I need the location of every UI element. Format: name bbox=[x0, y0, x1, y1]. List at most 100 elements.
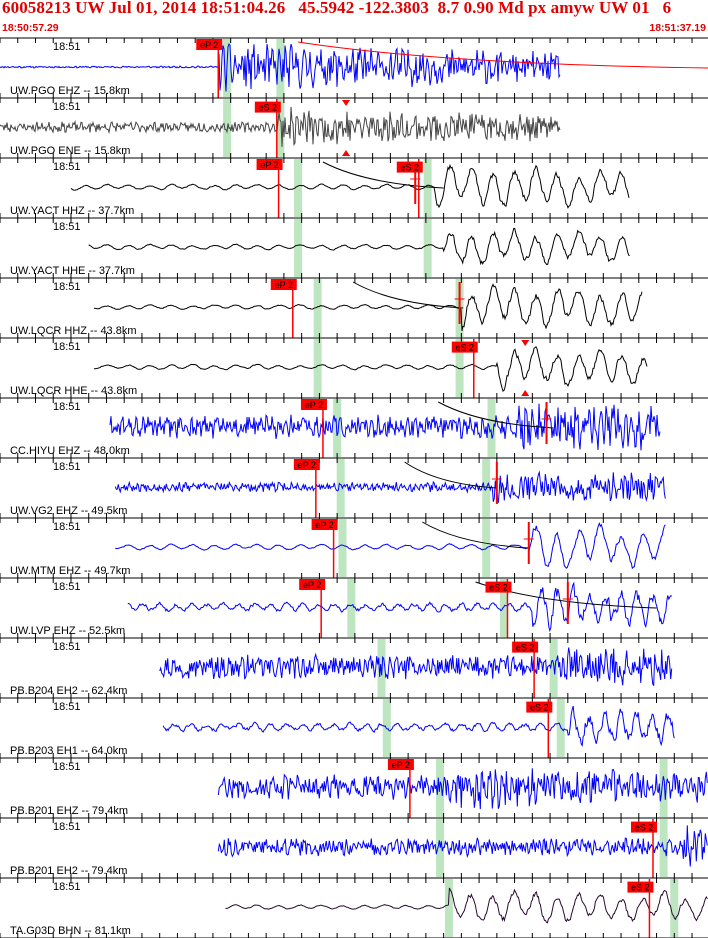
gap-band bbox=[423, 219, 432, 277]
phase-pick-label: eS 2 bbox=[259, 103, 278, 113]
station-label: UW.LQCR HHZ -- 43.8km bbox=[10, 325, 137, 337]
phase-pick-box bbox=[311, 519, 338, 530]
waveform-trace bbox=[93, 346, 648, 392]
phase-pick-box bbox=[196, 39, 223, 50]
peak-marker-icon bbox=[521, 390, 530, 396]
gap-band bbox=[338, 519, 347, 577]
phase-pick-box bbox=[451, 341, 478, 353]
phase-pick-label: eP 2 bbox=[305, 400, 323, 410]
gap-band bbox=[455, 339, 464, 397]
waveform-trace bbox=[109, 403, 661, 451]
waveform-trace bbox=[127, 581, 672, 633]
trace-time-label: 18:51 bbox=[53, 761, 81, 773]
phase-pick-box bbox=[254, 101, 281, 113]
trace-time-label: 18:51 bbox=[53, 641, 81, 653]
phase-pick-box bbox=[627, 881, 654, 893]
gap-band bbox=[313, 279, 322, 337]
trace-time-label: 18:51 bbox=[53, 401, 81, 413]
event-title: 60058213 UW Jul 01, 2014 18:51:04.26 45.… bbox=[2, 0, 672, 17]
station-label: UW.YACT HHZ -- 37.7km bbox=[10, 205, 134, 217]
station-label: PB.B201 EHZ -- 79.4km bbox=[10, 805, 128, 817]
phase-pick-label: eS 2 bbox=[516, 643, 535, 653]
phase-pick-box bbox=[387, 759, 414, 770]
trace-time-label: 18:51 bbox=[53, 461, 81, 473]
phase-pick-box bbox=[630, 821, 657, 833]
coda-decay-curve bbox=[422, 521, 529, 549]
station-label: UW.LVP EHZ -- 52.5km bbox=[10, 625, 125, 637]
station-label: PB.B203 EH1 -- 64.0km bbox=[10, 745, 127, 757]
peak-marker-icon bbox=[521, 340, 530, 346]
waveform-trace bbox=[162, 705, 675, 747]
end-time-label: 18:51:37.19 bbox=[649, 22, 706, 34]
gap-band bbox=[444, 879, 453, 937]
station-label: UW.PGO EHZ -- 15.8km bbox=[10, 85, 130, 97]
phase-pick-box bbox=[299, 579, 326, 590]
gap-band bbox=[336, 459, 345, 517]
coda-decay-curve bbox=[404, 461, 497, 489]
phase-pick-label: eS 2 bbox=[631, 883, 650, 893]
start-time-label: 18:50:57.29 bbox=[2, 22, 59, 34]
phase-pick-box bbox=[396, 161, 423, 173]
station-label: UW.YACT HHE -- 37.7km bbox=[10, 265, 135, 277]
trace-time-label: 18:51 bbox=[53, 281, 81, 293]
phase-pick-box bbox=[256, 159, 283, 170]
station-label: UW.LQCR HHE -- 43.8km bbox=[10, 385, 137, 397]
gap-band bbox=[670, 879, 679, 937]
waveform-trace bbox=[114, 470, 666, 503]
coda-decay-curve bbox=[438, 401, 554, 429]
trace-time-label: 18:51 bbox=[53, 521, 81, 533]
gap-band bbox=[423, 159, 432, 217]
phase-pick-box bbox=[485, 581, 512, 593]
phase-pick-label: eP 2 bbox=[392, 760, 410, 770]
phase-pick-label: eP 2 bbox=[303, 580, 321, 590]
phase-pick-label: eP 2 bbox=[200, 40, 218, 50]
peak-marker-icon bbox=[342, 150, 351, 156]
gap-band bbox=[276, 99, 285, 157]
phase-pick-box bbox=[300, 399, 327, 410]
trace-time-label: 18:51 bbox=[53, 701, 81, 713]
trace-time-label: 18:51 bbox=[53, 161, 81, 173]
coda-decay-curve bbox=[322, 161, 444, 189]
gap-band bbox=[294, 159, 303, 217]
peak-marker-icon bbox=[342, 100, 351, 106]
gap-band bbox=[436, 819, 445, 877]
waveform-trace bbox=[93, 283, 643, 332]
station-label: UW.PGO ENE -- 15.8km bbox=[10, 145, 130, 157]
phase-pick-label: eS 2 bbox=[456, 343, 475, 353]
waveform-trace bbox=[217, 825, 708, 867]
coda-decay-curve bbox=[298, 41, 708, 69]
waveform-trace bbox=[225, 887, 708, 924]
station-label: PB.B201 EH2 -- 79.4km bbox=[10, 865, 127, 877]
phase-pick-label: eS 2 bbox=[489, 583, 508, 593]
phase-pick-label: eP 2 bbox=[275, 280, 293, 290]
station-label: UW.VG2 EHZ -- 49.5km bbox=[10, 505, 127, 517]
phase-pick-box bbox=[270, 279, 297, 290]
trace-time-label: 18:51 bbox=[53, 221, 81, 233]
gap-band bbox=[499, 579, 508, 637]
trace-time-label: 18:51 bbox=[53, 101, 81, 113]
trace-time-label: 18:51 bbox=[53, 341, 81, 353]
waveform-trace bbox=[0, 106, 561, 147]
gap-band bbox=[333, 399, 342, 457]
waveform-trace bbox=[115, 521, 666, 570]
waveform-trace bbox=[217, 768, 708, 810]
phase-pick-label: eS 2 bbox=[401, 163, 420, 173]
gap-band bbox=[313, 339, 322, 397]
phase-pick-box bbox=[526, 701, 553, 713]
gap-band bbox=[659, 759, 668, 817]
phase-pick-label: eP 2 bbox=[260, 160, 278, 170]
trace-time-label: 18:51 bbox=[53, 881, 81, 893]
station-label: PB.B204 EH2 -- 62.4km bbox=[10, 685, 127, 697]
station-label: UW.MTM EHZ -- 49.7km bbox=[10, 565, 130, 577]
phase-pick-label: eS 2 bbox=[635, 823, 654, 833]
waveform-trace bbox=[0, 43, 561, 92]
station-label: CC.HIYU EHZ -- 48.0km bbox=[10, 445, 130, 457]
phase-pick-box bbox=[512, 641, 539, 653]
waveform-trace bbox=[70, 163, 630, 209]
waveform-trace bbox=[88, 227, 630, 266]
seismogram-plot: eP 2 18:51 UW.PGO EHZ -- 15.8km eS 2 18:51 UW… bbox=[0, 37, 708, 938]
gap-band bbox=[294, 219, 303, 277]
gap-band bbox=[347, 579, 356, 637]
station-label: TA.G03D BHN -- 81.1km bbox=[10, 925, 131, 937]
phase-pick-label: eS 2 bbox=[530, 703, 549, 713]
